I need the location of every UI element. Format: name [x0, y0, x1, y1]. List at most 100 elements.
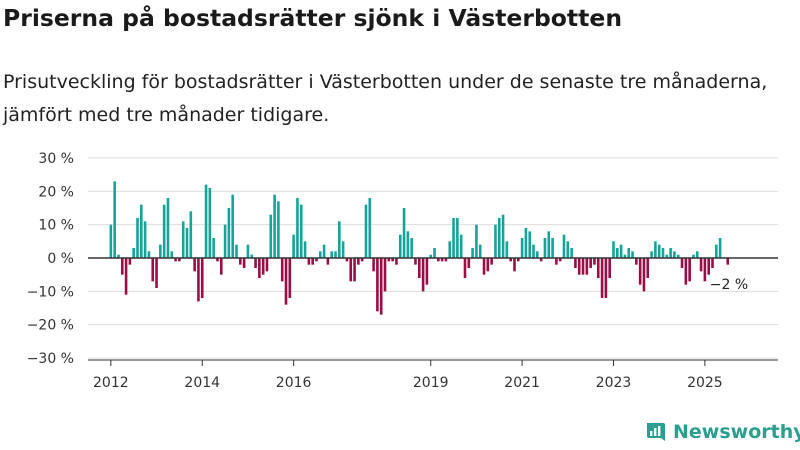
bar — [612, 241, 615, 258]
bar — [692, 254, 695, 258]
bar — [695, 251, 699, 258]
bar — [669, 248, 672, 258]
bar — [429, 254, 433, 258]
bar — [646, 258, 650, 278]
bar — [707, 258, 710, 275]
bar — [208, 188, 212, 258]
x-tick-label: 2019 — [413, 375, 449, 391]
x-tick-label: 2025 — [687, 375, 723, 391]
bar — [711, 258, 714, 268]
bar — [155, 258, 158, 288]
bar — [299, 204, 303, 258]
bar — [688, 258, 691, 282]
bar — [140, 204, 143, 258]
bar — [120, 258, 124, 275]
bar — [383, 258, 387, 292]
bar — [551, 238, 554, 258]
bar — [699, 258, 703, 272]
bar — [349, 258, 353, 282]
bar — [345, 258, 349, 262]
bar — [459, 234, 463, 258]
bar — [357, 258, 360, 265]
bar — [376, 258, 379, 312]
bar — [174, 258, 177, 262]
bar — [589, 258, 592, 268]
bar — [284, 258, 288, 305]
bar — [147, 251, 151, 258]
newsworthy-logo: Newsworthy — [645, 421, 800, 443]
bar — [402, 208, 406, 258]
bar — [528, 231, 532, 258]
bar — [398, 234, 402, 258]
bar — [132, 248, 135, 258]
bar — [330, 251, 334, 258]
bar — [265, 258, 269, 272]
bar — [258, 258, 261, 278]
bar — [547, 231, 551, 258]
bar — [433, 248, 436, 258]
bar — [486, 258, 490, 272]
y-tick-label: −20 % — [27, 318, 74, 334]
bar — [417, 258, 421, 278]
bar — [296, 198, 299, 258]
bar — [136, 218, 139, 258]
bar — [654, 241, 657, 258]
bar — [315, 258, 318, 262]
bar — [505, 241, 509, 258]
bar — [517, 258, 520, 262]
bar — [501, 214, 505, 258]
bar — [482, 258, 486, 275]
y-tick-label: −10 % — [27, 284, 74, 300]
bar — [372, 258, 375, 272]
bar — [360, 258, 364, 262]
bar — [292, 234, 295, 258]
bar — [715, 244, 718, 258]
y-tick-label: 20 % — [38, 184, 74, 200]
bar — [661, 248, 665, 258]
bar — [277, 201, 280, 258]
bar — [307, 258, 311, 265]
bar — [189, 211, 193, 258]
bar — [570, 248, 573, 258]
bar — [475, 224, 478, 258]
bar — [280, 258, 284, 282]
bar-series — [109, 181, 730, 315]
x-tick-label: 2012 — [93, 375, 129, 391]
bar — [452, 218, 455, 258]
bar — [269, 214, 273, 258]
bar — [117, 254, 120, 258]
bar — [494, 224, 497, 258]
bar — [162, 204, 166, 258]
bar — [239, 258, 242, 265]
bar — [159, 244, 162, 258]
bar — [532, 244, 535, 258]
bar — [410, 238, 413, 258]
bar — [577, 258, 581, 275]
bar — [627, 248, 631, 258]
bar — [520, 238, 524, 258]
bar — [718, 238, 722, 258]
bar — [497, 218, 501, 258]
bar — [581, 258, 585, 275]
bar — [303, 241, 307, 258]
bar — [585, 258, 589, 275]
bar — [216, 258, 219, 262]
bar — [242, 258, 246, 268]
bar — [490, 258, 493, 265]
bar — [513, 258, 516, 272]
bar — [166, 198, 170, 258]
bar — [558, 258, 562, 262]
bar — [619, 244, 623, 258]
bar — [539, 258, 543, 262]
bar — [555, 258, 558, 265]
bar — [246, 244, 250, 258]
bar — [631, 251, 634, 258]
bar — [524, 228, 528, 258]
bar — [673, 251, 676, 258]
bar — [223, 224, 227, 258]
bar — [391, 258, 394, 262]
y-axis-ticks: 30 % 20 % 10 % 0 % −10 % −20 % −30 % — [27, 151, 74, 367]
last-value-label: −2 % — [710, 277, 748, 293]
bar — [638, 258, 642, 285]
bar — [326, 258, 330, 265]
